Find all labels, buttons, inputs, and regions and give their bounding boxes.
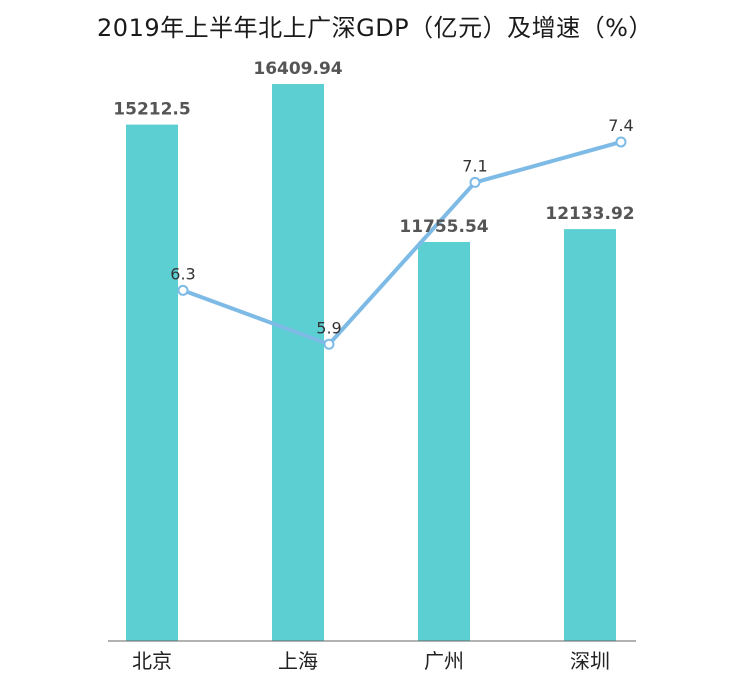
bar-value-label-4: 12133.92 xyxy=(545,204,634,224)
growth-point-2 xyxy=(323,338,335,350)
category-label-1: 北京 xyxy=(132,649,172,673)
growth-value-label-1: 6.3 xyxy=(170,264,195,283)
bars-layer xyxy=(126,83,616,642)
bar-3 xyxy=(418,241,470,641)
bar-2 xyxy=(272,83,324,642)
growth-line-layer xyxy=(177,136,627,350)
category-label-3: 广州 xyxy=(424,649,464,673)
growth-value-label-4: 7.4 xyxy=(608,116,633,135)
labels-layer: 15212.5 16409.94 11755.54 12133.92 北京 上海 广州 深圳 6… xyxy=(113,59,634,673)
category-label-2: 上海 xyxy=(278,649,318,673)
growth-point-4 xyxy=(615,136,627,148)
growth-value-label-2: 5.9 xyxy=(316,318,341,337)
bar-value-label-2: 16409.94 xyxy=(253,59,342,79)
category-label-4: 深圳 xyxy=(570,649,610,673)
growth-point-1 xyxy=(177,284,189,296)
bar-1 xyxy=(126,124,178,642)
bar-4 xyxy=(564,229,616,641)
bar-value-label-1: 15212.5 xyxy=(113,100,190,120)
growth-line xyxy=(181,139,623,347)
chart-title: 2019年上半年北上广深GDP（亿元）及增速（%） xyxy=(97,14,653,42)
bar-value-label-3: 11755.54 xyxy=(399,217,488,237)
growth-value-label-3: 7.1 xyxy=(462,156,487,175)
growth-point-3 xyxy=(469,176,481,188)
